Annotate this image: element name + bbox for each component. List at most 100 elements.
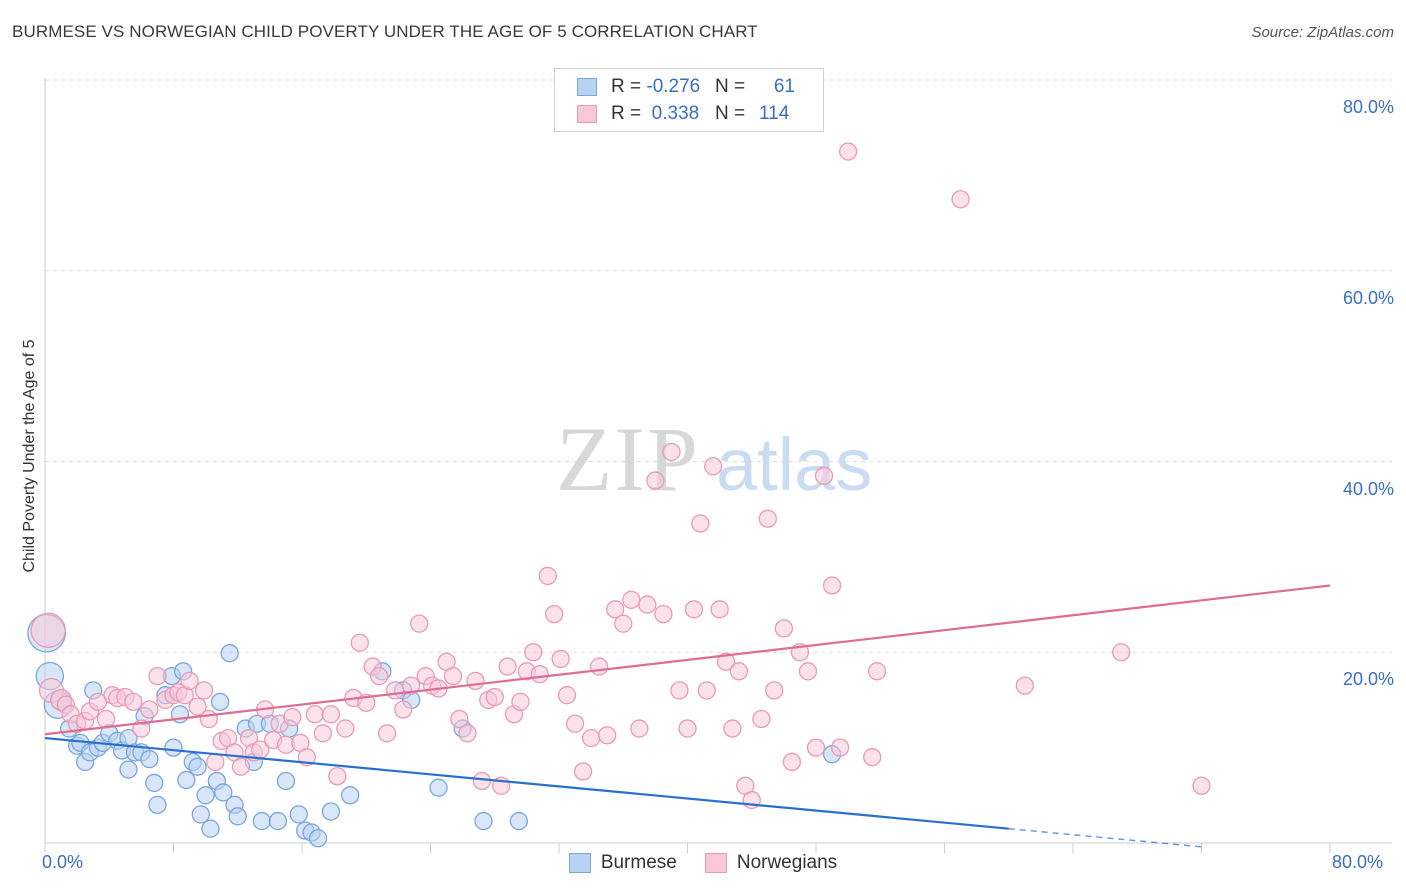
norwegian-point [710, 600, 729, 619]
norwegian-point [662, 442, 681, 462]
norwegian-point [782, 752, 802, 772]
legend-r-label: R = [611, 76, 647, 97]
norwegian-point [723, 719, 742, 738]
norwegian-point [321, 705, 341, 724]
burmese-point [164, 738, 183, 757]
burmese-point [289, 805, 308, 824]
norwegian-point [313, 724, 333, 743]
burmese-trend-extension [1008, 827, 1202, 848]
norwegian-point [148, 666, 167, 686]
norwegian-point [466, 671, 485, 691]
norwegian-point [830, 738, 850, 757]
norwegian-point [377, 724, 397, 743]
burmese-point [148, 795, 167, 814]
norwegian-point [394, 700, 413, 719]
burmese-point [145, 773, 164, 793]
burmese-point [214, 783, 233, 802]
norwegian-swatch [577, 105, 597, 123]
legend-label-norwegians: Norwegians [736, 852, 838, 873]
x-axis-ticks [44, 843, 1331, 853]
norwegian-point [716, 652, 736, 671]
norwegian-point [691, 514, 710, 533]
burmese-point [341, 786, 360, 805]
burmese-point [228, 807, 247, 826]
norwegian-point [752, 709, 771, 729]
norwegian-point [458, 724, 477, 743]
y-tick-label: 80.0% [1342, 97, 1394, 117]
norwegian-point [622, 590, 641, 609]
burmese-point [429, 778, 448, 797]
norwegian-legend-swatch [704, 853, 727, 873]
norwegian-point [530, 665, 549, 684]
norwegian-point [498, 657, 517, 676]
legend-n-label: N = [715, 103, 746, 124]
norwegian-point [30, 612, 66, 648]
burmese-point [201, 819, 220, 838]
norwegian-point [199, 709, 218, 729]
norwegian-point [614, 614, 633, 633]
norwegian-point [867, 662, 887, 681]
burmese-point [220, 644, 239, 663]
burmese-point [509, 811, 528, 831]
norwegian-point [538, 566, 557, 586]
legend-label-burmese: Burmese [600, 852, 677, 873]
x-tick-label-min: 0.0% [42, 852, 84, 872]
norwegian-point [511, 692, 530, 711]
source-credit: Source: ZipAtlas.com [1251, 24, 1394, 41]
norwegian-point [638, 595, 657, 614]
watermark-zip: ZIP [556, 408, 700, 510]
norwegian-point [124, 692, 143, 711]
norwegian-point [180, 671, 199, 691]
legend-n-value-norwegians: 114 [759, 103, 790, 124]
norwegian-point [822, 576, 842, 595]
norwegian-point [606, 600, 625, 619]
norwegian-point [545, 604, 564, 624]
norwegian-point [206, 752, 225, 772]
norwegian-point [188, 697, 207, 716]
burmese-point [196, 786, 215, 805]
y-tick-label: 40.0% [1342, 478, 1394, 499]
burmese-point [252, 811, 271, 831]
burmese-point [140, 749, 159, 769]
norwegian-point [443, 666, 463, 686]
chart-title: BURMESE VS NORWEGIAN CHILD POVERTY UNDER… [12, 22, 758, 41]
norwegian-point [140, 700, 159, 719]
burmese-point [321, 802, 341, 821]
norwegian-point [670, 681, 689, 700]
legend-n-label: N = [715, 76, 746, 97]
norwegian-point [524, 643, 543, 662]
legend-item-burmese[interactable]: Burmese [568, 852, 677, 874]
burmese-point [276, 771, 296, 791]
legend-row-burmese: R = -0.276 N = 61 [577, 75, 795, 99]
legend-r-value-burmese: -0.276 [646, 76, 701, 97]
norwegian-point [386, 681, 405, 700]
burmese-point [119, 760, 138, 779]
burmese-legend-swatch [568, 853, 591, 873]
norwegian-point [336, 719, 355, 738]
norwegian-point [231, 757, 251, 776]
norwegian-point [350, 633, 369, 652]
burmese-point [210, 692, 230, 711]
norwegian-point [402, 676, 421, 695]
norwegian-point [283, 707, 302, 727]
norwegian-point [485, 687, 504, 707]
norwegian-point [590, 657, 609, 676]
norwegian-point [765, 681, 784, 700]
norwegian-point [798, 662, 818, 681]
norwegian-point [654, 604, 673, 624]
norwegian-point [551, 649, 570, 669]
norwegian-point [598, 726, 617, 745]
norwegian-point [305, 705, 325, 724]
legend-item-norwegians[interactable]: Norwegians [704, 852, 838, 874]
norwegian-point [1112, 643, 1131, 662]
norwegian-point [684, 600, 704, 619]
norwegian-point [774, 619, 794, 638]
norwegian-point [863, 748, 882, 767]
legend-r-value-norwegians: 0.338 [646, 103, 700, 124]
norwegian-point [410, 614, 429, 633]
norwegian-point [758, 509, 777, 528]
norwegian-point [573, 762, 593, 781]
legend-r-label: R = [611, 103, 647, 124]
norwegian-trend-line [44, 584, 1331, 736]
